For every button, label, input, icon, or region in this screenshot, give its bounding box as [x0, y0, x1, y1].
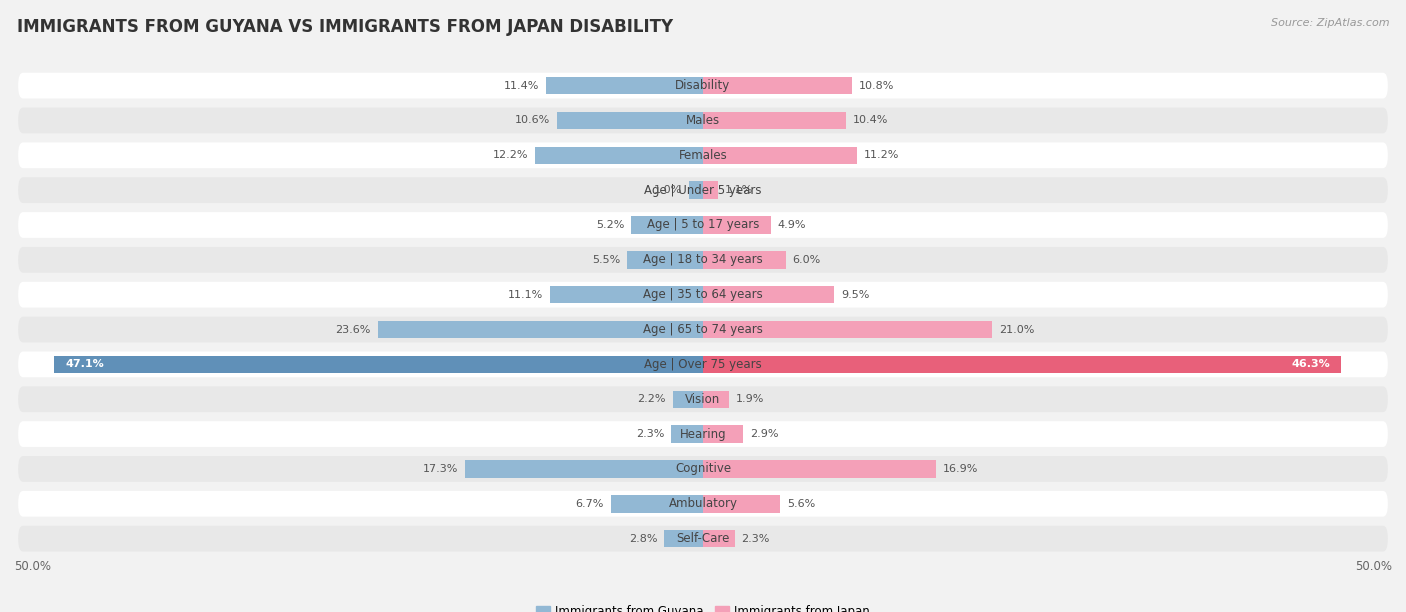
Text: IMMIGRANTS FROM GUYANA VS IMMIGRANTS FROM JAPAN DISABILITY: IMMIGRANTS FROM GUYANA VS IMMIGRANTS FRO…	[17, 18, 673, 36]
Text: 11.2%: 11.2%	[865, 151, 900, 160]
Bar	[703, 460, 936, 477]
Text: 47.1%: 47.1%	[65, 359, 104, 370]
Bar	[53, 356, 703, 373]
Text: 10.6%: 10.6%	[515, 116, 550, 125]
Bar	[550, 286, 703, 304]
Bar	[557, 112, 703, 129]
FancyBboxPatch shape	[18, 282, 1388, 308]
Text: 11.1%: 11.1%	[508, 289, 543, 300]
Text: 46.3%: 46.3%	[1291, 359, 1330, 370]
Text: 6.7%: 6.7%	[575, 499, 603, 509]
Text: 10.8%: 10.8%	[859, 81, 894, 91]
FancyBboxPatch shape	[18, 212, 1388, 238]
Bar	[703, 425, 742, 443]
FancyBboxPatch shape	[18, 351, 1388, 377]
Text: Age | 35 to 64 years: Age | 35 to 64 years	[643, 288, 763, 301]
Text: 21.0%: 21.0%	[1000, 324, 1035, 335]
FancyBboxPatch shape	[18, 143, 1388, 168]
Text: Females: Females	[679, 149, 727, 162]
Text: Age | 65 to 74 years: Age | 65 to 74 years	[643, 323, 763, 336]
Text: 2.3%: 2.3%	[741, 534, 770, 543]
FancyBboxPatch shape	[18, 456, 1388, 482]
Text: Age | Under 5 years: Age | Under 5 years	[644, 184, 762, 196]
Bar	[671, 425, 703, 443]
Text: 50.0%: 50.0%	[1355, 560, 1392, 573]
Text: Males: Males	[686, 114, 720, 127]
FancyBboxPatch shape	[18, 73, 1388, 99]
Text: Ambulatory: Ambulatory	[668, 498, 738, 510]
Bar	[703, 251, 786, 269]
Text: Cognitive: Cognitive	[675, 463, 731, 476]
Text: Disability: Disability	[675, 79, 731, 92]
Text: Source: ZipAtlas.com: Source: ZipAtlas.com	[1271, 18, 1389, 28]
Bar	[627, 251, 703, 269]
Bar	[703, 495, 780, 512]
Bar	[703, 147, 858, 164]
Bar	[689, 181, 703, 199]
Text: 1.0%: 1.0%	[654, 185, 682, 195]
Text: 17.3%: 17.3%	[422, 464, 458, 474]
Text: 1.1%: 1.1%	[725, 185, 754, 195]
Text: 16.9%: 16.9%	[943, 464, 979, 474]
Bar	[546, 77, 703, 94]
Text: 5.6%: 5.6%	[787, 499, 815, 509]
Bar	[610, 495, 703, 512]
FancyBboxPatch shape	[18, 491, 1388, 517]
Text: 11.4%: 11.4%	[503, 81, 538, 91]
Bar	[378, 321, 703, 338]
Bar	[665, 530, 703, 547]
Text: Hearing: Hearing	[679, 428, 727, 441]
FancyBboxPatch shape	[18, 421, 1388, 447]
Text: 2.8%: 2.8%	[628, 534, 658, 543]
Bar	[703, 112, 846, 129]
Text: 1.9%: 1.9%	[737, 394, 765, 405]
FancyBboxPatch shape	[18, 386, 1388, 412]
Text: 2.3%: 2.3%	[636, 429, 665, 439]
Text: 2.9%: 2.9%	[749, 429, 779, 439]
Text: 4.9%: 4.9%	[778, 220, 806, 230]
Text: 23.6%: 23.6%	[336, 324, 371, 335]
Text: 12.2%: 12.2%	[492, 151, 529, 160]
Text: 50.0%: 50.0%	[14, 560, 51, 573]
Bar	[703, 286, 834, 304]
FancyBboxPatch shape	[18, 247, 1388, 273]
Bar	[672, 390, 703, 408]
Text: Vision: Vision	[685, 393, 721, 406]
Bar	[631, 216, 703, 234]
Bar	[464, 460, 703, 477]
Legend: Immigrants from Guyana, Immigrants from Japan: Immigrants from Guyana, Immigrants from …	[531, 600, 875, 612]
Bar	[703, 530, 735, 547]
Text: Age | 5 to 17 years: Age | 5 to 17 years	[647, 218, 759, 231]
Text: 10.4%: 10.4%	[853, 116, 889, 125]
Text: 6.0%: 6.0%	[793, 255, 821, 265]
Bar	[703, 216, 770, 234]
Text: Age | Over 75 years: Age | Over 75 years	[644, 358, 762, 371]
Bar	[703, 321, 993, 338]
Text: Self-Care: Self-Care	[676, 532, 730, 545]
Text: 2.2%: 2.2%	[637, 394, 666, 405]
Text: Age | 18 to 34 years: Age | 18 to 34 years	[643, 253, 763, 266]
FancyBboxPatch shape	[18, 526, 1388, 551]
Bar	[703, 356, 1341, 373]
FancyBboxPatch shape	[18, 177, 1388, 203]
Bar	[534, 147, 703, 164]
FancyBboxPatch shape	[18, 108, 1388, 133]
Text: 5.5%: 5.5%	[592, 255, 620, 265]
Bar	[703, 77, 852, 94]
Bar	[703, 390, 730, 408]
Text: 9.5%: 9.5%	[841, 289, 869, 300]
Bar	[703, 181, 718, 199]
FancyBboxPatch shape	[18, 316, 1388, 343]
Text: 5.2%: 5.2%	[596, 220, 624, 230]
